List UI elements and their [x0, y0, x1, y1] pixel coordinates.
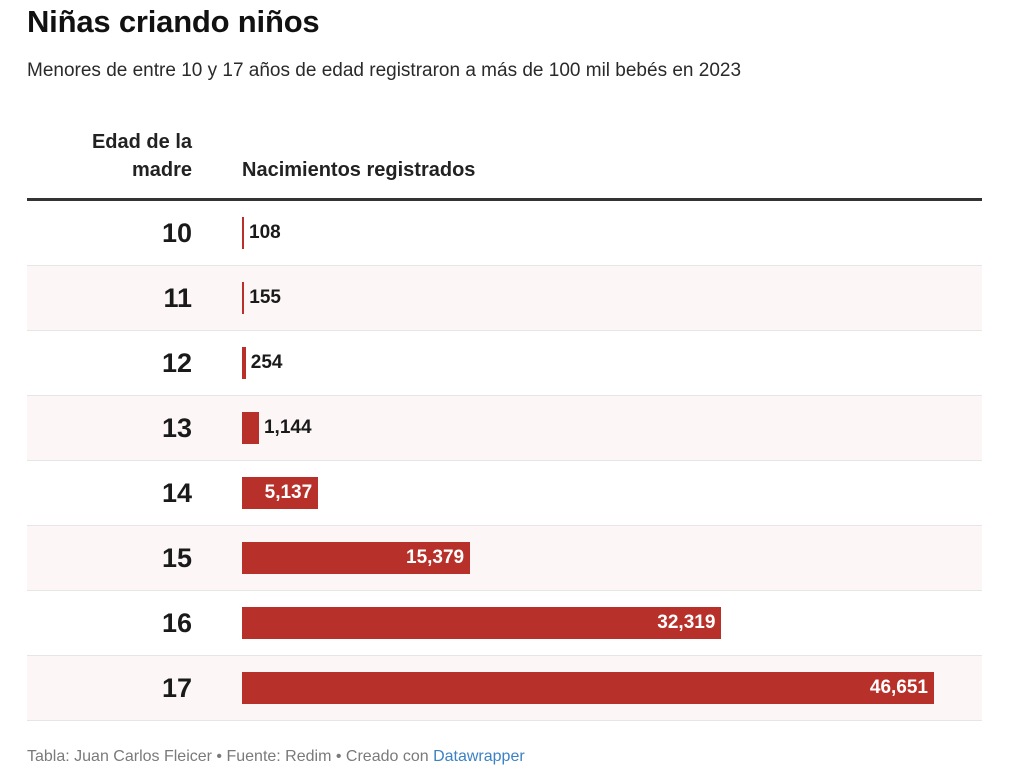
bar-value-label: 155	[249, 287, 281, 308]
column-header-age[interactable]: Edad de la madre	[91, 131, 192, 181]
bar-area: 1,144	[242, 412, 982, 444]
bar-area: 5,137	[242, 477, 982, 509]
table-row: 15 15,379	[27, 526, 982, 591]
column-header-births[interactable]: Nacimientos registrados	[242, 159, 476, 181]
bar	[242, 477, 319, 509]
bar-area: 15,379	[242, 542, 982, 574]
table-header: Edad de la madre Nacimientos registrados	[27, 128, 982, 201]
age-cell: 17	[161, 673, 192, 703]
age-cell: 13	[161, 413, 192, 443]
bar	[242, 217, 244, 249]
bar	[242, 412, 259, 444]
age-cell: 10	[161, 218, 192, 248]
births-table: Edad de la madre Nacimientos registrados…	[27, 128, 982, 721]
age-cell: 14	[161, 478, 192, 508]
table-body: 10 108 11 155 12 254 13 1,144 14 5,137 15 15,379 16 3…	[27, 201, 982, 721]
age-cell: 15	[161, 543, 192, 573]
table-row: 14 5,137	[27, 461, 982, 526]
bar-value-label: 32,319	[657, 612, 716, 633]
bar-area: 155	[242, 282, 982, 314]
table-row: 17 46,651	[27, 656, 982, 721]
table-row: 10 108	[27, 201, 982, 266]
footer-created-with: Creado con	[345, 748, 429, 765]
bar	[242, 672, 935, 704]
bar-area: 32,319	[242, 607, 982, 639]
bar	[242, 542, 471, 574]
bar-area: 46,651	[242, 672, 982, 704]
footer-separator: •	[335, 748, 346, 765]
bar-value-label: 1,144	[263, 417, 312, 438]
chart-subtitle: Menores de entre 10 y 17 años de edad re…	[27, 60, 742, 81]
bar-value-label: 15,379	[406, 547, 465, 568]
table-row: 12 254	[27, 331, 982, 396]
bar	[242, 282, 245, 314]
footer-credit: Tabla: Juan Carlos Fleicer	[27, 748, 212, 765]
bar	[242, 607, 722, 639]
bar	[242, 347, 246, 379]
footer-source: Fuente: Redim	[226, 748, 332, 765]
chart-title: Niñas criando niños	[27, 4, 320, 39]
age-cell: 11	[163, 283, 192, 313]
footer-separator: •	[216, 748, 227, 765]
bar-value-label: 254	[250, 352, 283, 373]
age-cell: 16	[161, 608, 192, 638]
age-cell: 12	[161, 348, 192, 378]
chart-footer: Tabla: Juan Carlos Fleicer • Fuente: Red…	[27, 748, 525, 766]
datawrapper-link[interactable]: Datawrapper	[433, 748, 525, 765]
bar-value-label: 46,651	[869, 677, 929, 698]
bar-area: 254	[242, 347, 982, 379]
table-row: 13 1,144	[27, 396, 982, 461]
bar-value-label: 5,137	[264, 482, 313, 503]
table-row: 16 32,319	[27, 591, 982, 656]
bar-value-label: 108	[249, 222, 281, 243]
bar-area: 108	[242, 217, 982, 249]
table-row: 11 155	[27, 266, 982, 331]
